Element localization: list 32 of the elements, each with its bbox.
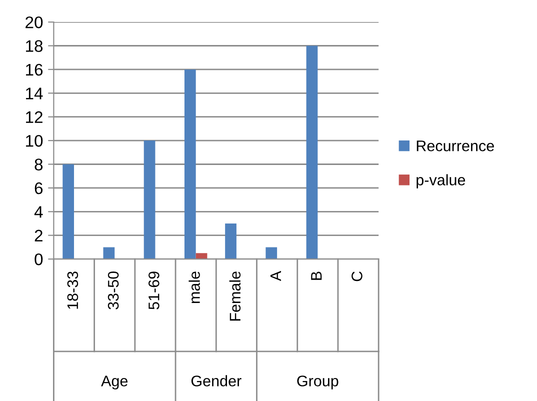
bar [225,223,236,260]
x-tick-label: 51-69 [148,272,160,310]
y-tick-label: 4 [34,206,43,218]
bar [266,247,278,260]
x-tick-label: Female [229,272,241,321]
y-tick-label: 2 [34,230,42,242]
x-tick-label: male [188,272,200,303]
bar [62,164,74,260]
text: Age [101,376,128,390]
y-tick-label: 8 [34,158,43,170]
text: Gender [191,375,242,386]
y-tick-label: 0 [34,253,43,266]
legend-label: p-value [416,174,466,188]
text: Group [297,376,338,390]
y-tick-label: 10 [26,134,43,147]
y-tick-label: 20 [26,16,43,28]
x-tick-label: B [311,272,322,280]
bar [144,140,156,260]
x-tick-label: A [270,270,282,282]
y-tick-label: 16 [26,64,43,76]
y-tick-label: 18 [26,40,43,52]
x-tick-label: 18-33 [67,272,78,309]
bar [184,69,196,260]
y-tick-label: 12 [26,111,42,123]
x-tick-label: 33-50 [108,271,119,310]
x-tick-label: C [352,271,362,282]
bar [306,46,318,260]
bar [196,253,208,260]
bar [103,247,115,260]
y-tick-label: 14 [26,88,43,100]
y-tick-label: 6 [34,182,43,194]
legend-label: Recurrence [416,140,494,152]
